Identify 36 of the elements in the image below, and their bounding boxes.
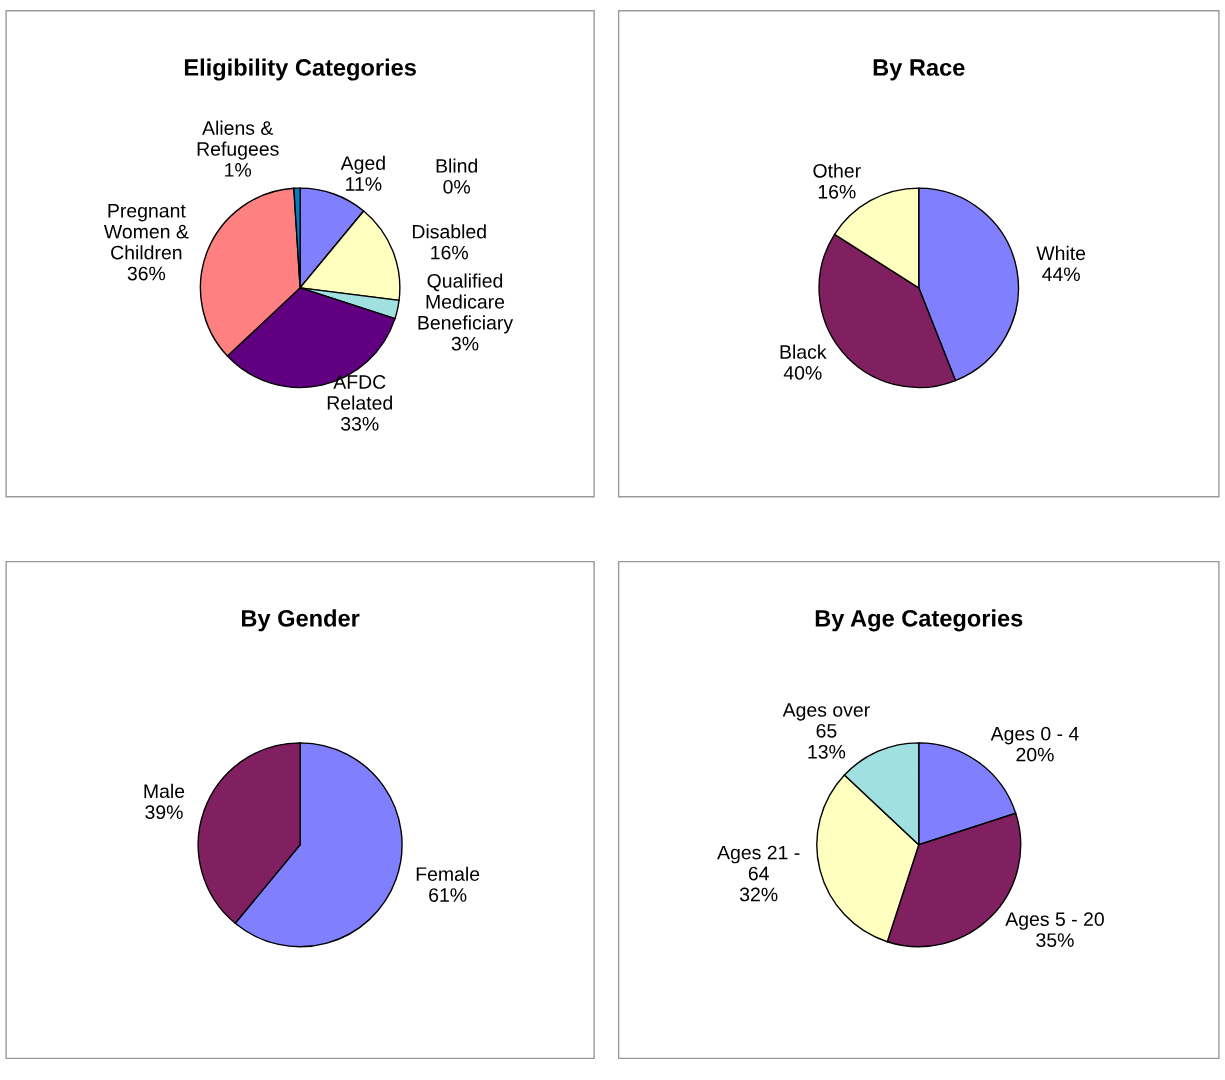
- slice-label: Disabled: [412, 224, 486, 239]
- data-label: 33%: [341, 416, 379, 431]
- slice-label: Aged: [340, 155, 385, 174]
- slice-label: Pregnant Women & Children: [103, 204, 189, 260]
- text: 0%: [443, 179, 471, 194]
- data-label: 40%: [783, 366, 822, 380]
- data-label: 32%: [739, 887, 778, 902]
- data-label: 20%: [1016, 747, 1054, 762]
- data-label: 3%: [451, 336, 479, 351]
- data-label: 16%: [431, 245, 468, 260]
- data-label: 11%: [346, 177, 382, 191]
- data-label: 35%: [1036, 933, 1074, 947]
- slice-label: Male: [144, 783, 185, 799]
- slice-label: Female: [416, 866, 480, 881]
- data-label: 13%: [808, 744, 846, 759]
- slice-label: Qualified Medicare Beneficiary: [418, 273, 514, 334]
- slice-label: Ages over 65: [782, 703, 870, 738]
- data-label: 1%: [225, 163, 252, 177]
- slice-label: White: [1036, 245, 1086, 261]
- slice-label: Other: [813, 163, 861, 178]
- slice-label: AFDC Related: [327, 375, 392, 410]
- chart-title: Eligibility Categories: [184, 58, 416, 81]
- slice-label: Black: [780, 344, 827, 359]
- chart-title: By Race: [873, 59, 965, 81]
- data-label: 16%: [818, 184, 856, 199]
- slice-label: Ages 21 - 64: [717, 845, 800, 881]
- slice-label: Ages 0 - 4: [990, 726, 1079, 745]
- chart-title: By Gender: [242, 609, 360, 632]
- data-label: 44%: [1042, 267, 1080, 282]
- data-label: 61%: [429, 888, 467, 902]
- slice-label: Ages 5 - 20: [1005, 912, 1104, 930]
- chart-title: By Age Categories: [815, 609, 1023, 632]
- data-label: 39%: [145, 805, 183, 820]
- data-label: 36%: [127, 266, 166, 281]
- slice-label: Aliens & Refugees: [197, 120, 279, 160]
- category-label: Blind: [436, 158, 478, 173]
